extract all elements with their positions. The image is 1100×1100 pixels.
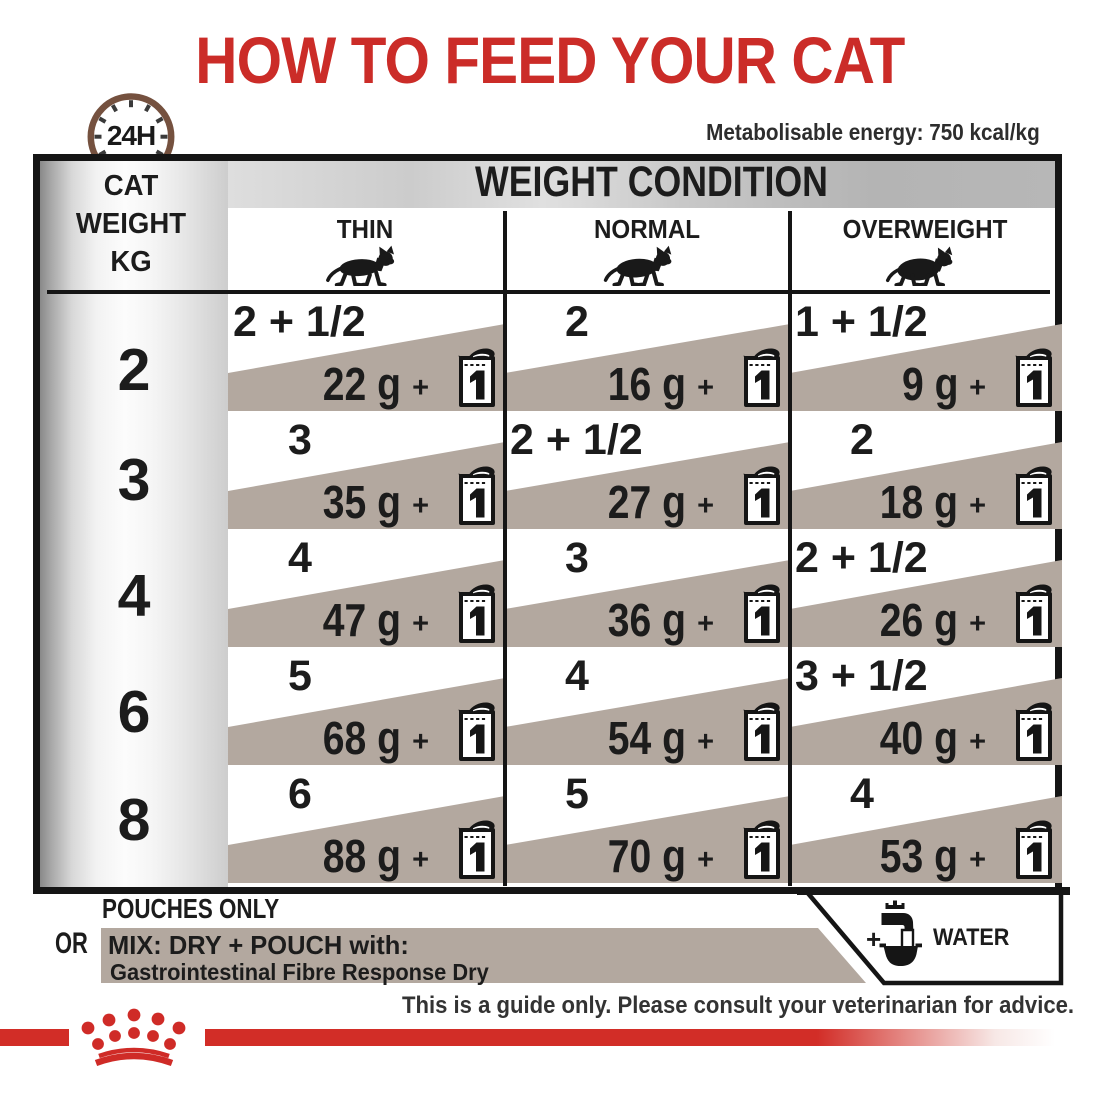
- svg-text:24H: 24H: [107, 120, 155, 151]
